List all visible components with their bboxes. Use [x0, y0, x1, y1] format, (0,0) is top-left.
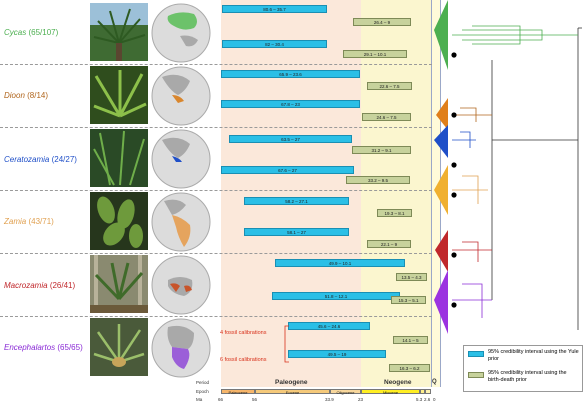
zamia-photo [90, 192, 148, 250]
globe-dioon [151, 66, 211, 126]
node-dot [451, 162, 457, 168]
ceratozamia-clade-triangle [434, 125, 448, 158]
fossil-calibration-label: 6 fossil calibrations [220, 357, 267, 363]
globe-macrozamia [151, 255, 211, 315]
cycas-clade-triangle [434, 0, 448, 70]
period-quaternary: Q [432, 379, 437, 385]
node-dot [451, 112, 457, 118]
birth-death-interval-bar: 33.2 – 9.5 [346, 176, 410, 184]
yule-interval-bar: 82 – 30.4 [222, 40, 327, 48]
node-dot [451, 192, 457, 198]
yule-interval-bar: 58.1 – 27 [244, 228, 349, 236]
birth-death-interval-bar: 22.6 – 7.5 [367, 82, 412, 90]
tick-5-3: 5.3 [416, 397, 423, 402]
genus-label-encephalartos: Encephalartos (65/65) [4, 343, 83, 352]
dioon-clade-triangle [436, 98, 448, 130]
tick-0: 0 [433, 397, 436, 402]
row-separator [0, 64, 432, 65]
birth-death-interval-bar: 22.1 – 9 [367, 240, 411, 248]
yule-interval-bar: 45.6 – 24.6 [288, 322, 370, 330]
macrozamia-photo [90, 255, 148, 313]
epoch-oligocene: Oligocene [330, 389, 361, 395]
node-dot [451, 252, 457, 258]
period-neogene: Neogene [384, 379, 412, 386]
dioon-photo [90, 66, 148, 124]
birth-death-interval-bar: 14.1 – 5 [393, 336, 428, 344]
epoch-eocene: Eocene [255, 389, 330, 395]
epoch-pliocene [420, 389, 425, 394]
globe-cycas [151, 3, 211, 63]
row-separator [0, 190, 432, 191]
yule-interval-bar: 63.5 – 27 [229, 135, 352, 143]
encephalartos-clade-triangle [434, 270, 448, 334]
birth-death-interval-bar: 13.5 – 4.3 [396, 273, 427, 281]
globe-ceratozamia [151, 129, 211, 189]
birth-death-interval-bar: 29.1 – 10.1 [343, 50, 407, 58]
legend-yule-text: 95% credibility interval using the Yule … [488, 349, 579, 362]
globe-encephalartos [151, 318, 211, 378]
yule-interval-bar: 49.5 – 19 [288, 350, 386, 358]
tick-2-6: 2.6 [424, 397, 431, 402]
yule-interval-bar: 49.9 – 10.1 [275, 259, 405, 267]
cycas-photo [90, 3, 148, 61]
yule-interval-bar: 65.9 – 23.6 [221, 70, 360, 78]
genus-label-dioon: Dioon (8/14) [4, 91, 49, 100]
birth-death-interval-bar: 26.4 – 9 [353, 18, 411, 26]
birth-death-interval-bar: 31.2 – 9.1 [352, 146, 411, 154]
tick-56: 56 [252, 397, 258, 402]
node-dot [451, 52, 457, 58]
node-dot [451, 302, 457, 308]
row-separator [0, 316, 432, 317]
legend-birth-death-swatch [468, 372, 484, 378]
yule-interval-bar: 80.6 – 35.7 [222, 5, 327, 13]
legend-yule-swatch [468, 351, 484, 357]
zamia-clade-triangle [434, 165, 448, 215]
genus-label-zamia: Zamia (43/71) [4, 217, 54, 226]
yule-interval-bar: 67.6 – 27 [221, 166, 354, 174]
birth-death-interval-bar: 15.3 – 5.1 [391, 296, 426, 304]
encephalartos-photo [90, 318, 148, 376]
epoch-paleocene: Paleocene [221, 389, 255, 395]
legend-birth-death-text: 95% credibility interval using the birth… [488, 370, 567, 383]
genus-label-ceratozamia: Ceratozamia (24/27) [4, 155, 77, 164]
fossil-calibration-label: 4 fossil calibrations [220, 330, 267, 336]
calibration-bracket [284, 325, 289, 363]
tick-66: 66 [218, 397, 224, 402]
macrozamia-clade-triangle [435, 230, 448, 272]
row-separator [0, 127, 432, 128]
birth-death-interval-bar: 24.6 – 7.5 [362, 113, 411, 121]
yule-interval-bar: 51.8 – 12.1 [272, 292, 400, 300]
epoch-miocene: Miocene [361, 389, 420, 395]
genus-label-cycas: Cycas (65/107) [4, 28, 59, 37]
globe-zamia [151, 192, 211, 252]
period-paleogene: Paleogene [275, 379, 308, 386]
period-row-label: Period [196, 380, 210, 385]
ceratozamia-photo [90, 129, 148, 187]
tick-33-9: 33.9 [325, 397, 334, 402]
phylogenetic-tree [434, 0, 582, 334]
yule-interval-bar: 58.2 – 27.1 [244, 197, 349, 205]
birth-death-interval-bar: 19.3 – 8.1 [377, 209, 412, 217]
yule-interval-bar: 67.8 – 23 [221, 100, 360, 108]
birth-death-interval-bar: 16.3 – 6.2 [389, 364, 430, 372]
epoch-row-label: Epoch [196, 389, 209, 394]
legend: 95% credibility interval using the Yule … [463, 345, 583, 392]
tick-23: 23 [358, 397, 364, 402]
row-separator [0, 253, 432, 254]
ma-row-label: Ma [196, 397, 203, 402]
epoch-pleistocene [425, 389, 431, 394]
genus-label-macrozamia: Macrozamia (26/41) [4, 281, 76, 290]
